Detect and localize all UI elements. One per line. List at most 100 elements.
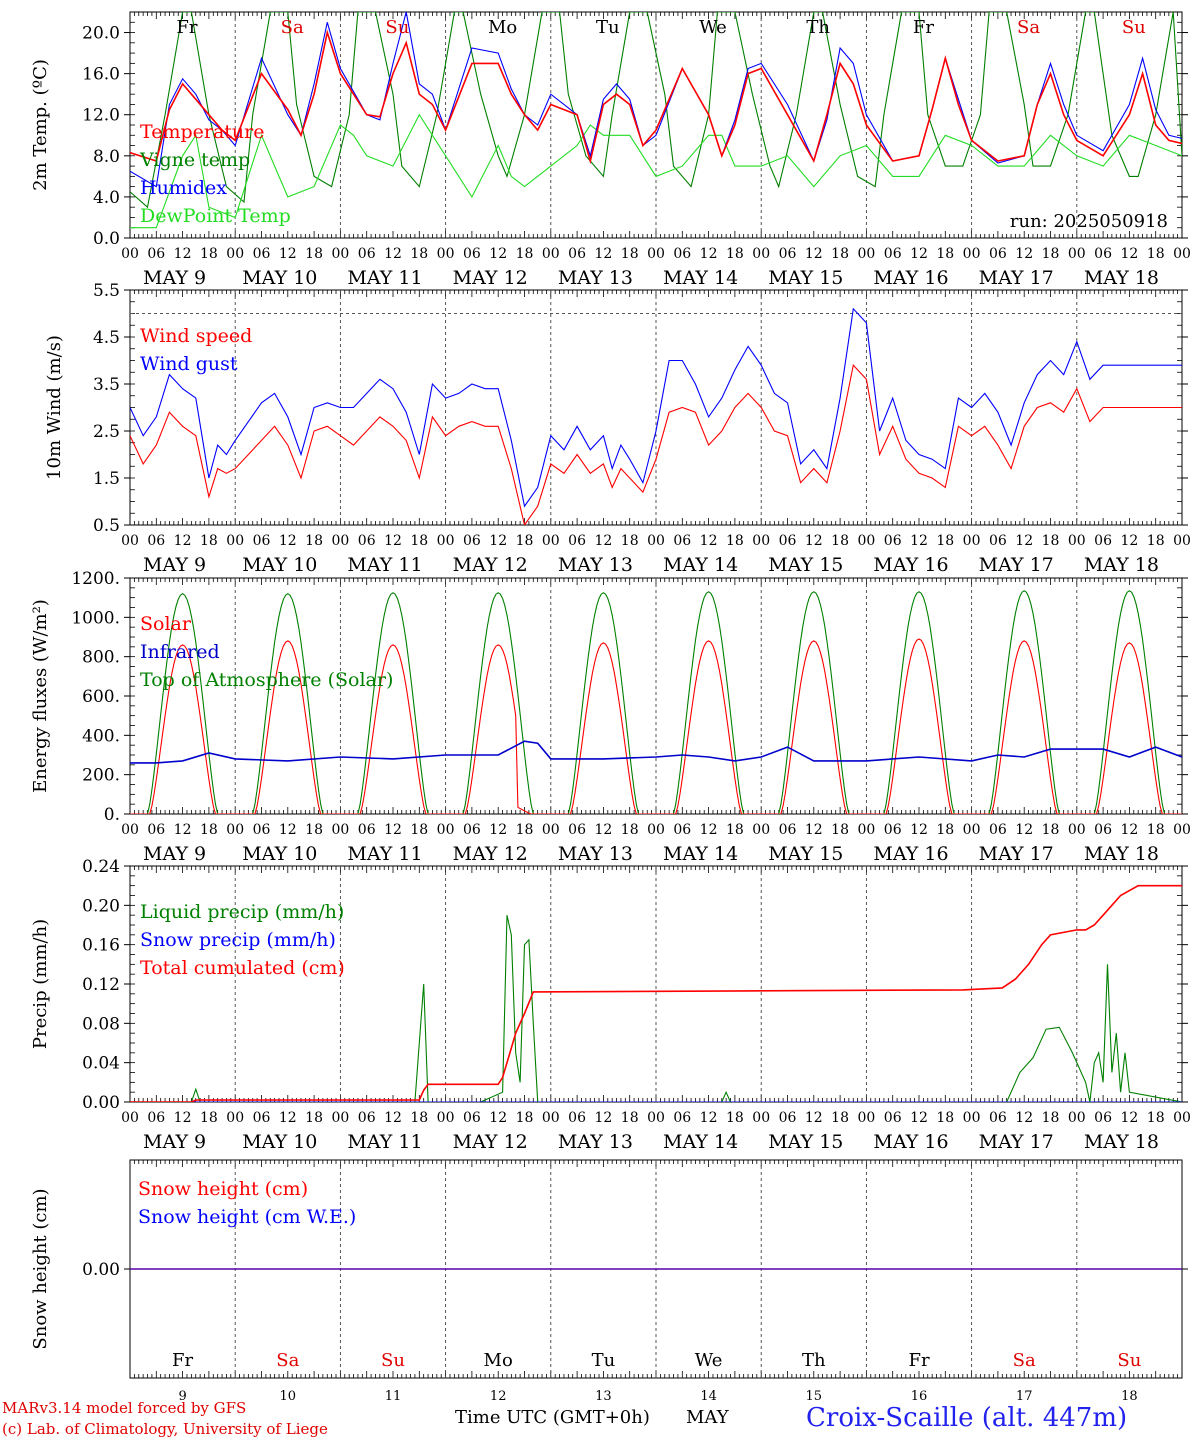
date-label: MAY 13 bbox=[558, 267, 633, 289]
date-label: MAY 12 bbox=[453, 267, 528, 289]
y-tick-label: 4.0 bbox=[93, 188, 120, 208]
hour-tick-label: 12 bbox=[1120, 246, 1138, 262]
date-label: MAY 16 bbox=[873, 554, 948, 576]
y-tick-label: 0.00 bbox=[82, 1260, 120, 1280]
date-label: MAY 17 bbox=[979, 267, 1054, 289]
hour-tick-label: 12 bbox=[279, 533, 297, 549]
date-label: MAY 17 bbox=[979, 843, 1054, 865]
station-name: Croix-Scaille (alt. 447m) bbox=[806, 1403, 1127, 1433]
hour-tick-label: 18 bbox=[1147, 822, 1165, 838]
hour-tick-label: 00 bbox=[857, 1110, 875, 1126]
panel-3: 0.00 0.04 0.08 0.12 0.16 0.20 0.24 Precip (mm/h… bbox=[30, 857, 1191, 1153]
hour-tick-label: 18 bbox=[410, 533, 428, 549]
hour-tick-label: 18 bbox=[831, 1110, 849, 1126]
hour-tick-label: 00 bbox=[1068, 1110, 1086, 1126]
y-tick-label: 800. bbox=[82, 648, 120, 668]
date-label: MAY 11 bbox=[347, 267, 422, 289]
hour-tick-label: 12 bbox=[910, 1110, 928, 1126]
y-tick-label: 600. bbox=[82, 687, 120, 707]
hour-tick-label: 12 bbox=[174, 533, 192, 549]
hour-tick-label: 18 bbox=[410, 246, 428, 262]
hour-tick-label: 06 bbox=[1094, 533, 1112, 549]
hour-tick-label: 06 bbox=[253, 1110, 271, 1126]
hour-tick-label: 12 bbox=[805, 533, 823, 549]
hour-tick-label: 18 bbox=[200, 246, 218, 262]
hour-tick-label: 00 bbox=[1173, 246, 1191, 262]
hour-tick-label: 12 bbox=[1015, 822, 1033, 838]
hour-tick-label: 06 bbox=[253, 533, 271, 549]
day-number: 11 bbox=[385, 1389, 402, 1404]
date-label: MAY 17 bbox=[979, 554, 1054, 576]
hour-tick-label: 00 bbox=[437, 1110, 455, 1126]
hour-tick-label: 12 bbox=[279, 246, 297, 262]
hour-tick-label: 18 bbox=[410, 822, 428, 838]
hour-tick-label: 18 bbox=[1147, 533, 1165, 549]
hour-tick-label: 12 bbox=[384, 822, 402, 838]
y-tick-label: 0.12 bbox=[82, 975, 120, 995]
hour-tick-label: 18 bbox=[1147, 246, 1165, 262]
hour-tick-label: 06 bbox=[1094, 246, 1112, 262]
hour-tick-label: 18 bbox=[936, 246, 954, 262]
day-name: Sa bbox=[276, 1350, 299, 1371]
hour-tick-label: 06 bbox=[884, 533, 902, 549]
hour-tick-label: 18 bbox=[726, 246, 744, 262]
day-name: Tu bbox=[596, 17, 620, 38]
hour-tick-label: 12 bbox=[1015, 533, 1033, 549]
hour-tick-label: 12 bbox=[1120, 533, 1138, 549]
hour-tick-label: 12 bbox=[910, 533, 928, 549]
hour-tick-label: 00 bbox=[331, 533, 349, 549]
date-label: MAY 14 bbox=[663, 843, 738, 865]
day-name: Fr bbox=[908, 1350, 929, 1371]
panel-0: 0.0 4.0 8.0 12.0 16.0 20.0 2m Temp. (ºC) Temper… bbox=[30, 11, 1191, 289]
y-tick-label: 1.5 bbox=[93, 469, 120, 489]
hour-tick-label: 06 bbox=[253, 822, 271, 838]
hour-tick-label: 00 bbox=[1068, 246, 1086, 262]
hour-tick-label: 12 bbox=[279, 822, 297, 838]
series-line bbox=[130, 307, 1182, 508]
hour-tick-label: 12 bbox=[594, 822, 612, 838]
day-number: 12 bbox=[490, 1389, 507, 1404]
hour-tick-label: 06 bbox=[779, 1110, 797, 1126]
day-name: Fr bbox=[172, 1350, 193, 1371]
hour-tick-label: 12 bbox=[174, 246, 192, 262]
date-label: MAY 10 bbox=[242, 554, 317, 576]
hour-tick-label: 12 bbox=[384, 533, 402, 549]
hour-tick-label: 18 bbox=[516, 1110, 534, 1126]
hour-tick-label: 18 bbox=[936, 822, 954, 838]
hour-tick-label: 00 bbox=[226, 822, 244, 838]
hour-tick-label: 18 bbox=[305, 822, 323, 838]
hour-tick-label: 18 bbox=[1042, 246, 1060, 262]
panel-1: 0.5 1.5 2.5 3.5 4.5 5.5 10m Wind (m/s) Wind spe… bbox=[44, 281, 1191, 576]
hour-tick-label: 12 bbox=[1015, 1110, 1033, 1126]
footer-month: MAY bbox=[686, 1407, 730, 1428]
day-name: Sa bbox=[1013, 1350, 1036, 1371]
hour-tick-label: 12 bbox=[174, 1110, 192, 1126]
day-number: 17 bbox=[1016, 1389, 1033, 1404]
hour-tick-label: 00 bbox=[963, 533, 981, 549]
date-label: MAY 16 bbox=[873, 843, 948, 865]
date-label: MAY 13 bbox=[558, 1131, 633, 1153]
date-label: MAY 10 bbox=[242, 267, 317, 289]
hour-tick-label: 18 bbox=[200, 822, 218, 838]
hour-tick-label: 06 bbox=[779, 533, 797, 549]
hour-tick-label: 18 bbox=[516, 822, 534, 838]
hour-tick-label: 12 bbox=[1120, 822, 1138, 838]
hour-tick-label: 12 bbox=[594, 533, 612, 549]
hour-tick-label: 18 bbox=[621, 246, 639, 262]
hour-tick-label: 12 bbox=[805, 1110, 823, 1126]
legend-entry: Humidex bbox=[140, 177, 227, 199]
hour-tick-label: 12 bbox=[489, 1110, 507, 1126]
day-name: Sa bbox=[1017, 17, 1040, 38]
hour-tick-label: 12 bbox=[805, 246, 823, 262]
date-label: MAY 9 bbox=[143, 554, 206, 576]
hour-tick-label: 18 bbox=[936, 533, 954, 549]
hour-tick-label: 06 bbox=[884, 822, 902, 838]
hour-tick-label: 00 bbox=[963, 1110, 981, 1126]
hour-tick-label: 18 bbox=[516, 533, 534, 549]
date-label: MAY 16 bbox=[873, 267, 948, 289]
hour-tick-label: 00 bbox=[647, 1110, 665, 1126]
hour-tick-label: 06 bbox=[673, 246, 691, 262]
y-tick-label: 200. bbox=[82, 766, 120, 786]
date-label: MAY 18 bbox=[1084, 1131, 1159, 1153]
legend-entry: Snow precip (mm/h) bbox=[140, 929, 336, 951]
